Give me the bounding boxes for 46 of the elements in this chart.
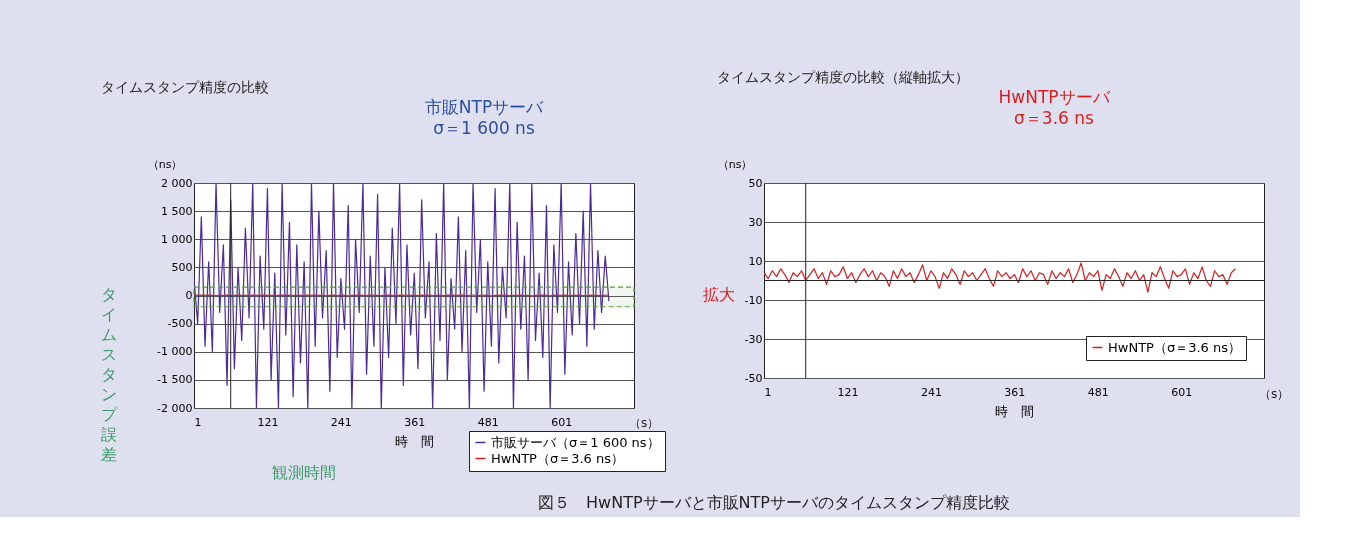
x-tick-label: 601: [1171, 385, 1193, 399]
x-tick-label: 481: [1087, 385, 1109, 399]
y-tick-label: 50: [748, 176, 763, 190]
x-tick-label: 361: [1004, 385, 1026, 399]
y-tick-label: -10: [744, 293, 763, 307]
y-axis-title: （ns）: [147, 157, 183, 171]
x-tick-label: 361: [404, 415, 426, 429]
text: タイムスタンプ誤差: [101, 285, 117, 464]
x-tick-label: 1: [194, 415, 202, 429]
legend-label: 市販サーバ（σ＝1 600 ns）: [491, 434, 660, 450]
y-tick-label: 1 500: [161, 204, 193, 218]
y-tick-label: 10: [748, 254, 763, 268]
text: （s）: [1258, 387, 1290, 401]
x-tick-label: 1: [764, 385, 772, 399]
x-tick-label: 121: [257, 415, 279, 429]
y-tick-label: -1 000: [157, 345, 193, 359]
y-tick-label: -2 000: [157, 401, 193, 415]
text: HwNTPサーバ σ＝3.6 ns: [998, 87, 1111, 128]
y-tick-label: 30: [748, 215, 763, 229]
x-tick-label: 241: [920, 385, 942, 399]
y-tick-label: 500: [171, 260, 193, 274]
line-series: [194, 183, 610, 408]
x-tick-label: 601: [551, 415, 573, 429]
x-tick-label: 241: [330, 415, 352, 429]
y-tick-label: -1 500: [157, 373, 193, 387]
y-tick-label: -500: [167, 317, 193, 331]
text: 拡大: [703, 285, 735, 304]
x-tick-label: 121: [837, 385, 859, 399]
y-tick-label: 1 000: [161, 232, 193, 246]
y-tick-label: 2 000: [161, 176, 193, 190]
text: 観測時間: [272, 463, 336, 482]
line-series: [764, 262, 1237, 293]
x-tick-label: 481: [477, 415, 499, 429]
chart-title: タイムスタンプ精度の比較（縦軸拡大）: [717, 69, 970, 85]
text: 市販NTPサーバ σ＝1 600 ns: [424, 97, 545, 138]
legend-label: HwNTP（σ＝3.6 ns）: [491, 450, 624, 466]
chart-title: タイムスタンプ精度の比較: [101, 79, 269, 95]
legend-label: HwNTP（σ＝3.6 ns）: [1108, 339, 1241, 355]
x-axis-title: 時 間: [395, 433, 434, 449]
x-axis-title: 時 間: [995, 403, 1034, 419]
caption: 図５ HwNTPサーバと市販NTPサーバのタイムスタンプ精度比較: [538, 493, 1010, 512]
y-tick-label: -30: [744, 332, 763, 346]
y-axis-title: （ns）: [717, 157, 753, 171]
y-tick-label: 0: [185, 289, 193, 302]
y-tick-label: -50: [744, 371, 763, 385]
text: （s）: [628, 416, 660, 430]
